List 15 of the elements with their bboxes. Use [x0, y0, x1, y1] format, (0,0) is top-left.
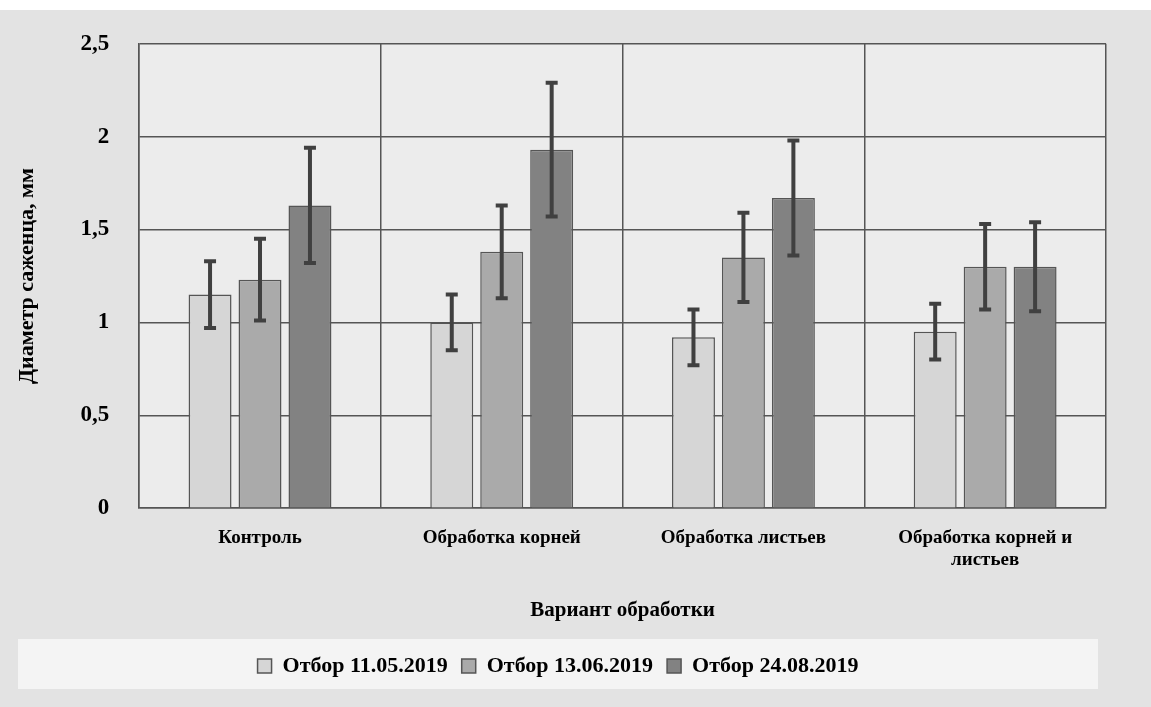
y-tick-label: 1,5 [80, 215, 110, 241]
y-tick-label: 1 [97, 308, 110, 334]
legend-label: Отбор 24.08.2019 [692, 651, 859, 677]
y-axis-title: Диаметр саженца, мм [12, 167, 38, 385]
x-tick-label: Обработка корней [422, 525, 581, 547]
y-tick-label: 2,5 [80, 29, 110, 55]
y-tick-label: 0 [97, 494, 110, 520]
legend-label: Отбор 11.05.2019 [282, 651, 448, 677]
x-tick-label: Контроль [218, 525, 302, 547]
x-tick-label: Обработка корней и листьев [898, 525, 1073, 570]
y-tick-label: 2 [97, 122, 110, 148]
x-tick-label: Обработка листьев [660, 525, 827, 547]
y-tick-label: 0,5 [80, 401, 110, 427]
x-axis-title: Вариант обработки [530, 596, 715, 621]
legend-label: Отбор 13.06.2019 [486, 651, 654, 677]
